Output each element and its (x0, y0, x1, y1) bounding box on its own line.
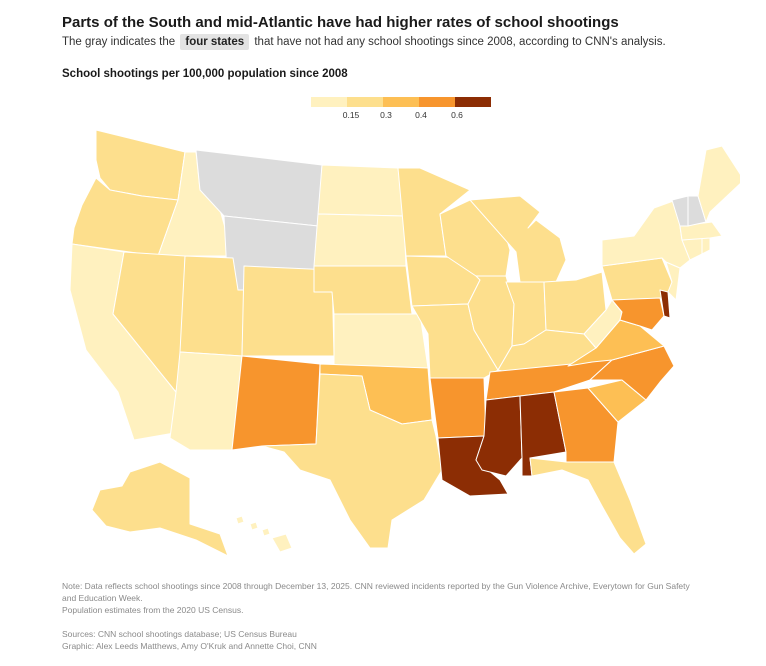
state-maine[interactable] (697, 145, 740, 223)
note-line-2: and Education Week. (62, 593, 143, 603)
state-florida[interactable] (529, 457, 647, 555)
state-texas[interactable] (261, 373, 443, 549)
state-maryland[interactable] (611, 297, 665, 331)
legend-swatch-4 (419, 97, 455, 107)
legend-title: School shootings per 100,000 population … (62, 68, 348, 80)
state-utah[interactable] (179, 255, 245, 357)
legend-swatch-2 (347, 97, 383, 107)
legend-swatch-5 (455, 97, 491, 107)
state-new-mexico[interactable] (231, 355, 321, 451)
state-arizona[interactable] (169, 351, 243, 451)
subtitle-highlight[interactable]: four states (180, 34, 250, 50)
state-hawaii[interactable] (271, 533, 293, 553)
state-massachusetts[interactable] (679, 221, 723, 241)
state-rhode-island[interactable] (701, 237, 711, 255)
note-line-1: Note: Data reflects school shootings sin… (62, 581, 690, 591)
state-kansas[interactable] (333, 313, 429, 369)
legend-swatch-3 (383, 97, 419, 107)
legend-tick-0-4: 0.4 (415, 110, 427, 120)
state-delaware[interactable] (659, 289, 671, 319)
map-svg (69, 130, 740, 557)
credits-line: Graphic: Alex Leeds Matthews, Amy O'Kruk… (62, 641, 317, 651)
sources-line: Sources: CNN school shootings database; … (62, 629, 297, 639)
us-choropleth-map (40, 130, 740, 565)
state-alaska[interactable] (91, 461, 229, 557)
state-north-dakota[interactable] (317, 164, 405, 217)
subtitle-text-before: The gray indicates the (62, 36, 176, 48)
legend-swatch-1 (311, 97, 347, 107)
color-legend: 0.15 0.3 0.4 0.6 (311, 97, 495, 127)
subtitle-text-after: that have not had any school shootings s… (254, 36, 666, 48)
note-line-3: Population estimates from the 2020 US Ce… (62, 605, 244, 615)
chart-subtitle: The gray indicates the four states that … (62, 34, 666, 50)
state-michigan[interactable] (469, 195, 567, 283)
legend-tick-0-6: 0.6 (451, 110, 463, 120)
state-south-dakota[interactable] (313, 213, 407, 269)
legend-tick-0-3: 0.3 (380, 110, 392, 120)
state-arkansas[interactable] (429, 377, 487, 439)
chart-title: Parts of the South and mid-Atlantic have… (62, 14, 619, 31)
legend-tick-0-15: 0.15 (342, 110, 360, 120)
state-hawaii-islands[interactable] (235, 515, 271, 537)
